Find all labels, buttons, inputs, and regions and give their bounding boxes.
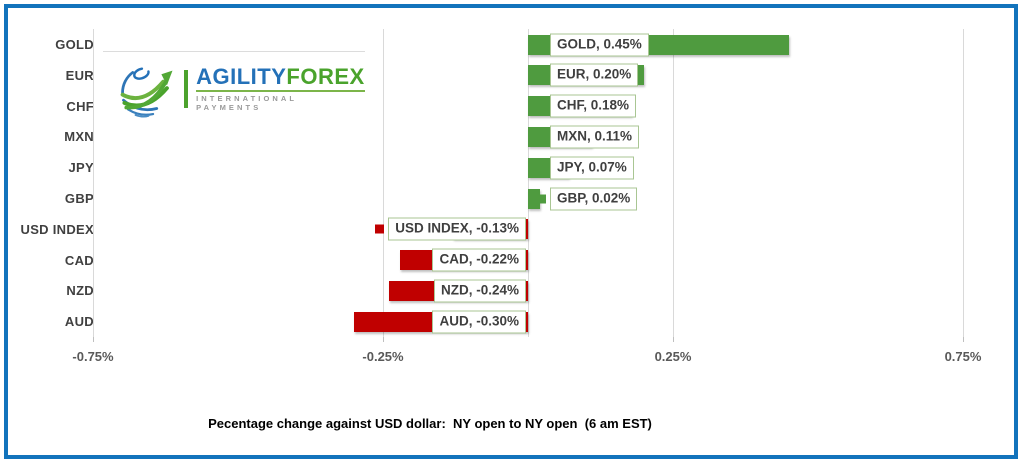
legend-key-NZD xyxy=(420,286,430,296)
data-label-group-GBP: GBP, 0.02% xyxy=(537,187,638,210)
legend-key-USD INDEX xyxy=(375,224,385,234)
x-tick-label: -0.25% xyxy=(362,349,404,364)
legend-key-AUD xyxy=(419,317,429,327)
logo-brand-agility: AGILITY xyxy=(196,64,287,89)
category-axis: GOLD EUR CHF MXN JPY GBP USD INDEX CAD NZD AUD xyxy=(14,29,94,337)
data-label-USD INDEX: USD INDEX, -0.13% xyxy=(388,217,526,241)
bar-row-CAD: CAD, -0.22% xyxy=(97,245,1012,276)
data-label-AUD: AUD, -0.30% xyxy=(432,310,526,334)
category-label-NZD: NZD xyxy=(66,283,94,299)
logo-text: AGILITYFOREX INTERNATIONAL PAYMENTS xyxy=(196,66,365,112)
tick-mark-0.25% xyxy=(673,337,674,342)
category-label-CHF: CHF xyxy=(66,98,94,114)
bar-row-EUR: EUR, 0.20% xyxy=(97,60,1012,91)
plot-area: -0.75% -0.25% 0.25% 0.75% GOLD, 0.45% EUR, 0.… xyxy=(72,29,1012,364)
data-label-group-CHF: CHF, 0.18% xyxy=(537,94,637,118)
gridline-0.25% xyxy=(673,29,674,337)
category-label-USD INDEX: USD INDEX xyxy=(20,221,94,237)
logo-brand-forex: FOREX xyxy=(286,64,365,89)
x-tick-label: 0.25% xyxy=(654,349,692,364)
chart-caption: Pecentage change against USD dollar: NY … xyxy=(208,416,652,431)
data-label-GBP: GBP, 0.02% xyxy=(550,187,638,210)
legend-key-EUR xyxy=(537,70,546,80)
legend-key-CAD xyxy=(419,255,429,265)
category-label-MXN: MXN xyxy=(64,129,94,145)
logo-rule xyxy=(196,90,365,92)
logo-brand-name: AGILITYFOREX xyxy=(196,66,365,88)
agilityforex-logo: AGILITYFOREX INTERNATIONAL PAYMENTS xyxy=(103,51,365,121)
bar-row-USD INDEX: USD INDEX, -0.13% xyxy=(97,214,1012,245)
tick-mark--0.75% xyxy=(93,337,94,342)
gridline--0.75% xyxy=(93,29,94,337)
bar-row-NZD: NZD, -0.24% xyxy=(97,275,1012,306)
zero-line xyxy=(528,29,529,337)
data-label-GOLD: GOLD, 0.45% xyxy=(550,33,649,56)
bar-row-MXN: MXN, 0.11% xyxy=(97,121,1012,152)
x-tick-label: -0.75% xyxy=(72,349,114,364)
gridline-0.75% xyxy=(963,29,964,337)
data-label-group-CAD: CAD, -0.22% xyxy=(419,248,526,272)
logo-tagline: INTERNATIONAL PAYMENTS xyxy=(196,94,297,112)
data-label-group-EUR: EUR, 0.20% xyxy=(537,63,639,87)
bar-row-CHF: CHF, 0.18% xyxy=(97,91,1012,122)
bar-row-GOLD: GOLD, 0.45% xyxy=(97,29,1012,60)
data-label-CHF: CHF, 0.18% xyxy=(550,94,637,118)
data-label-group-GOLD: GOLD, 0.45% xyxy=(537,33,649,56)
category-label-EUR: EUR xyxy=(65,67,94,83)
tick-mark--0.25% xyxy=(383,337,384,342)
x-tick-label: 0.75% xyxy=(944,349,982,364)
data-label-group-AUD: AUD, -0.30% xyxy=(419,310,526,334)
category-label-JPY: JPY xyxy=(68,160,94,176)
bar-row-JPY: JPY, 0.07% xyxy=(97,152,1012,183)
data-label-group-MXN: MXN, 0.11% xyxy=(537,125,640,149)
data-label-group-NZD: NZD, -0.24% xyxy=(420,279,526,303)
category-label-GOLD: GOLD xyxy=(55,37,94,52)
data-label-NZD: NZD, -0.24% xyxy=(433,279,526,303)
tick-mark-0.75% xyxy=(963,337,964,342)
legend-key-GBP xyxy=(537,194,546,203)
legend-key-CHF xyxy=(537,101,546,111)
globe-swirl-icon xyxy=(120,67,173,118)
bar-chart: GOLD EUR CHF MXN JPY GBP USD INDEX CAD NZD AUD -0… xyxy=(8,8,1014,455)
bar-row-GBP: GBP, 0.02% xyxy=(97,183,1012,214)
bar-GBP xyxy=(528,188,540,209)
logo-separator xyxy=(184,69,189,108)
legend-key-JPY xyxy=(537,163,546,173)
data-label-CAD: CAD, -0.22% xyxy=(432,248,526,272)
legend-key-MXN xyxy=(537,132,546,142)
data-label-JPY: JPY, 0.07% xyxy=(550,156,634,180)
data-label-group-USD INDEX: USD INDEX, -0.13% xyxy=(375,217,526,241)
data-label-MXN: MXN, 0.11% xyxy=(550,125,640,149)
category-label-CAD: CAD xyxy=(64,252,94,268)
data-label-group-JPY: JPY, 0.07% xyxy=(537,156,634,180)
bar-row-AUD: AUD, -0.30% xyxy=(97,306,1012,337)
gridline--0.25% xyxy=(383,29,384,337)
category-label-AUD: AUD xyxy=(64,314,94,330)
legend-key-GOLD xyxy=(537,40,546,49)
category-label-GBP: GBP xyxy=(64,191,94,206)
chart-border-frame: GOLD EUR CHF MXN JPY GBP USD INDEX CAD NZD AUD -0… xyxy=(4,4,1018,459)
data-label-EUR: EUR, 0.20% xyxy=(550,63,639,87)
